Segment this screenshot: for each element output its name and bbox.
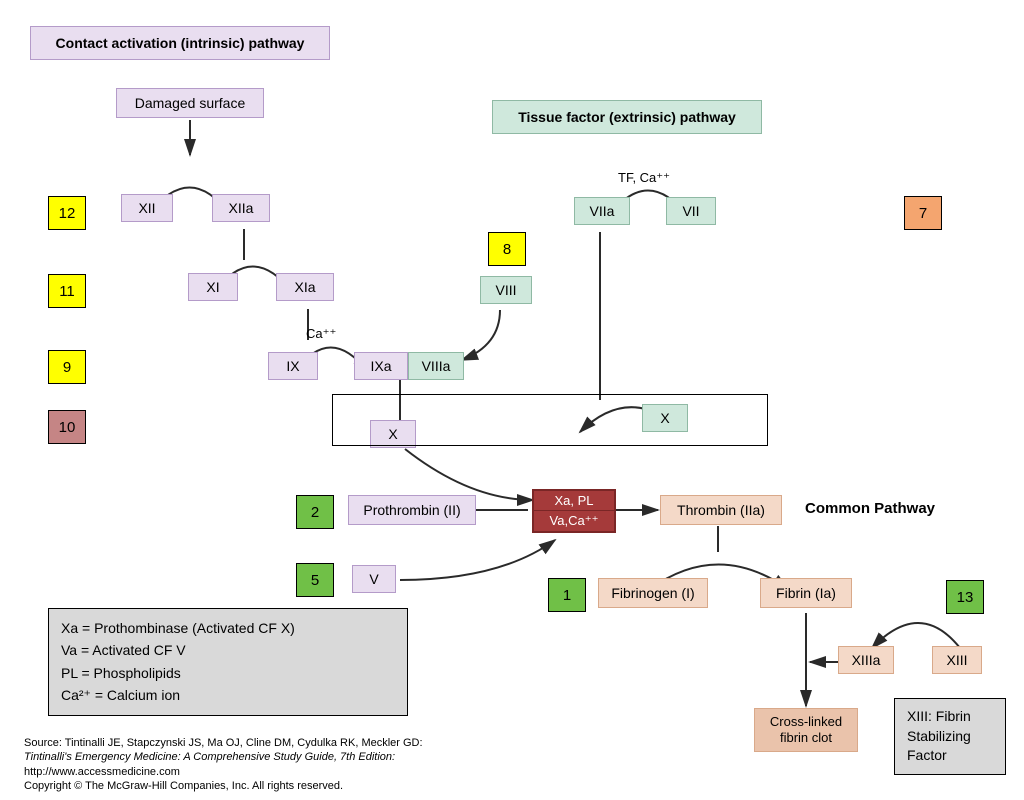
node-fibrinogen: Fibrinogen (I) xyxy=(598,578,708,608)
legend-l1: Xa = Prothombinase (Activated CF X) xyxy=(61,617,395,639)
node-ixa: IXa xyxy=(354,352,408,380)
node-vii-text: VII xyxy=(682,203,699,219)
node-fibrinogen-text: Fibrinogen (I) xyxy=(611,585,694,601)
num-9: 9 xyxy=(48,350,86,384)
num-10-text: 10 xyxy=(59,419,76,436)
node-viii: VIII xyxy=(480,276,532,304)
node-ix: IX xyxy=(268,352,318,380)
num-2-text: 2 xyxy=(311,504,319,521)
node-vii: VII xyxy=(666,197,716,225)
node-damaged-surface: Damaged surface xyxy=(116,88,264,118)
node-fibrin: Fibrin (Ia) xyxy=(760,578,852,608)
node-xi-text: XI xyxy=(206,279,219,295)
node-xa-complex: Xa, PL Va,Ca⁺⁺ xyxy=(532,489,616,533)
num-7: 7 xyxy=(904,196,942,230)
node-thrombin: Thrombin (IIa) xyxy=(660,495,782,525)
node-viia-text: VIIa xyxy=(590,203,615,219)
label-ca: Ca⁺⁺ xyxy=(306,326,336,342)
num-13: 13 xyxy=(946,580,984,614)
num-2: 2 xyxy=(296,495,334,529)
num-11-text: 11 xyxy=(59,283,75,300)
node-xiii-text: XIII xyxy=(946,652,967,668)
xa-row1: Xa, PL xyxy=(534,491,614,511)
num-7-text: 7 xyxy=(919,205,927,222)
node-v-text: V xyxy=(369,571,378,587)
node-thrombin-text: Thrombin (IIa) xyxy=(677,502,765,518)
legend-abbrev: Xa = Prothombinase (Activated CF X) Va =… xyxy=(48,608,408,716)
node-xii-text: XII xyxy=(138,200,155,216)
legend-l3: PL = Phospholipids xyxy=(61,662,395,684)
num-12-text: 12 xyxy=(59,205,76,222)
legend-xiii-text: XIII: Fibrin Stabilizing Factor xyxy=(907,708,971,763)
node-xiii: XIII xyxy=(932,646,982,674)
xa-row2: Va,Ca⁺⁺ xyxy=(534,511,614,531)
node-ix-text: IX xyxy=(286,358,299,374)
num-12: 12 xyxy=(48,196,86,230)
node-xia: XIa xyxy=(276,273,334,301)
num-8-text: 8 xyxy=(503,241,511,258)
label-tf-ca: TF, Ca⁺⁺ xyxy=(618,170,670,186)
num-11: 11 xyxy=(48,274,86,308)
legend-l2: Va = Activated CF V xyxy=(61,639,395,661)
node-xii: XII xyxy=(121,194,173,222)
legend-l4: Ca²⁺ = Calcium ion xyxy=(61,684,395,706)
num-8: 8 xyxy=(488,232,526,266)
node-clot: Cross-linked fibrin clot xyxy=(754,708,858,752)
node-viia: VIIa xyxy=(574,197,630,225)
x-outline-box xyxy=(332,394,768,446)
node-xiia: XIIa xyxy=(212,194,270,222)
extrinsic-title: Tissue factor (extrinsic) pathway xyxy=(492,100,762,134)
node-ixa-text: IXa xyxy=(370,358,391,374)
node-viiia-text: VIIIa xyxy=(422,358,451,374)
node-viii-text: VIII xyxy=(495,282,516,298)
common-pathway-label: Common Pathway xyxy=(805,500,935,517)
num-9-text: 9 xyxy=(63,359,71,376)
node-xiiia-text: XIIIa xyxy=(852,652,881,668)
node-xia-text: XIa xyxy=(294,279,315,295)
num-5-text: 5 xyxy=(311,572,319,589)
source-citation: Source: Tintinalli JE, Stapczynski JS, M… xyxy=(24,736,423,793)
node-v: V xyxy=(352,565,396,593)
intrinsic-title-text: Contact activation (intrinsic) pathway xyxy=(56,35,305,51)
num-10: 10 xyxy=(48,410,86,444)
node-viiia: VIIIa xyxy=(408,352,464,380)
num-1: 1 xyxy=(548,578,586,612)
node-prothrombin-text: Prothrombin (II) xyxy=(363,502,460,518)
source-l1: Source: Tintinalli JE, Stapczynski JS, M… xyxy=(24,736,423,750)
num-1-text: 1 xyxy=(563,587,571,604)
node-damaged-text: Damaged surface xyxy=(135,95,246,111)
source-l3: http://www.accessmedicine.com xyxy=(24,765,423,779)
node-xi: XI xyxy=(188,273,238,301)
source-l4: Copyright © The McGraw-Hill Companies, I… xyxy=(24,779,423,793)
extrinsic-title-text: Tissue factor (extrinsic) pathway xyxy=(518,109,736,125)
node-xiiia: XIIIa xyxy=(838,646,894,674)
node-xiia-text: XIIa xyxy=(229,200,254,216)
intrinsic-title: Contact activation (intrinsic) pathway xyxy=(30,26,330,60)
legend-xiii: XIII: Fibrin Stabilizing Factor xyxy=(894,698,1006,775)
node-fibrin-text: Fibrin (Ia) xyxy=(776,585,836,601)
num-5: 5 xyxy=(296,563,334,597)
node-clot-text: Cross-linked fibrin clot xyxy=(770,714,842,745)
node-prothrombin: Prothrombin (II) xyxy=(348,495,476,525)
num-13-text: 13 xyxy=(957,589,974,606)
source-l2: Tintinalli's Emergency Medicine: A Compr… xyxy=(24,750,423,764)
